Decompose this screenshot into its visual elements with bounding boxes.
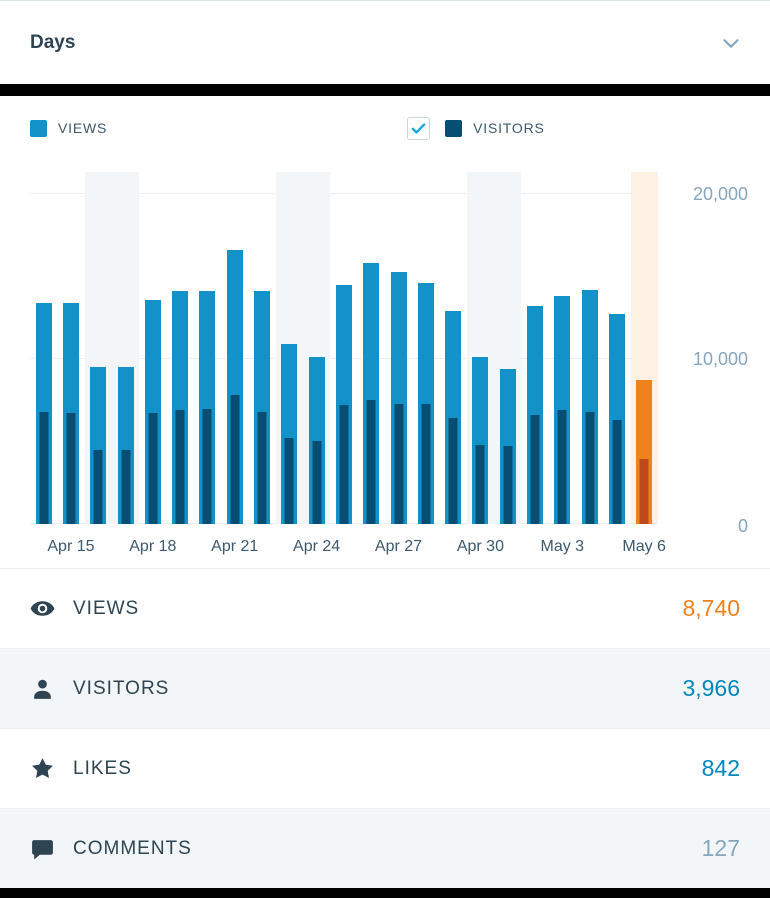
views-legend-label: VIEWS xyxy=(58,120,108,136)
visitors-bar xyxy=(503,446,513,524)
visitors-bar xyxy=(366,400,376,524)
chart-legend: VIEWS VISITORS xyxy=(0,96,770,160)
legend-views: VIEWS xyxy=(30,119,108,137)
visitors-bar xyxy=(585,412,595,524)
visitors-bar xyxy=(639,459,649,524)
visitors-bar xyxy=(66,413,76,524)
visitors-checkbox[interactable] xyxy=(407,116,431,140)
visitors-bar xyxy=(202,409,212,524)
chart-bar-apr-22[interactable] xyxy=(248,172,275,524)
visitors-bar xyxy=(230,395,240,524)
legend-visitors[interactable]: VISITORS xyxy=(407,116,545,140)
chart-bar-apr-26[interactable] xyxy=(358,172,385,524)
chart-bar-apr-16[interactable] xyxy=(84,172,112,524)
bottom-divider-bar xyxy=(0,888,770,898)
chart-bar-may-5[interactable] xyxy=(603,172,630,524)
x-axis-label: Apr 15 xyxy=(47,538,95,555)
chevron-down-icon[interactable] xyxy=(718,30,744,56)
x-axis-label: Apr 21 xyxy=(211,538,259,555)
chart-bar-apr-14[interactable] xyxy=(30,172,57,524)
y-axis-label: 10,000 xyxy=(692,349,748,369)
stat-value: 8,740 xyxy=(682,595,740,621)
chart-bar-apr-25[interactable] xyxy=(330,172,357,524)
chart-bar-may-1[interactable] xyxy=(494,172,522,524)
chart-bar-apr-29[interactable] xyxy=(439,172,466,524)
chart-card: VIEWS VISITORS Apr 15 Apr 18 Apr 21 Apr 24 A… xyxy=(0,96,770,568)
x-axis-label: Apr 24 xyxy=(293,538,341,555)
chart-bar-may-2[interactable] xyxy=(521,172,548,524)
stat-label: COMMENTS xyxy=(73,837,192,859)
visitors-bar xyxy=(557,410,567,524)
stat-value: 127 xyxy=(701,835,740,861)
views-swatch-icon xyxy=(30,119,47,137)
chart-bar-apr-15[interactable]: Apr 15 xyxy=(47,172,95,555)
chart-bar-may-6[interactable]: May 6 xyxy=(622,172,666,555)
stat-list: VIEWS 8,740 VISITORS 3,966 LIKES 842 xyxy=(0,568,770,888)
period-selector[interactable]: Days xyxy=(0,0,770,84)
visitors-bar xyxy=(284,438,294,524)
visitors-bar xyxy=(257,412,267,524)
chart-bar-apr-17[interactable] xyxy=(111,172,140,524)
x-axis-label: May 3 xyxy=(540,538,585,555)
eye-icon xyxy=(30,596,55,621)
top-divider-bar xyxy=(0,84,770,96)
visitors-bar xyxy=(93,450,103,524)
stat-value: 842 xyxy=(701,755,740,781)
visitors-legend-label: VISITORS xyxy=(473,120,545,136)
visitors-bar xyxy=(421,404,431,524)
chart-bar-may-3[interactable]: May 3 xyxy=(540,172,584,555)
chart-bar-apr-19[interactable] xyxy=(166,172,193,524)
chart-bar-apr-28[interactable] xyxy=(412,172,439,524)
x-axis-label: Apr 27 xyxy=(374,538,423,555)
chart-bar-apr-27[interactable]: Apr 27 xyxy=(375,172,422,555)
stat-row-visitors[interactable]: VISITORS 3,966 xyxy=(0,648,770,728)
stat-label: LIKES xyxy=(73,757,132,779)
visitors-bar xyxy=(530,415,540,524)
x-axis-label: Apr 18 xyxy=(129,538,177,555)
chart-bar-apr-30[interactable]: Apr 30 xyxy=(457,172,504,555)
stat-label: VISITORS xyxy=(73,677,170,699)
chart-area: Apr 15 Apr 18 Apr 21 Apr 24 Apr 27 Apr 30 May … xyxy=(0,172,770,555)
stat-label: VIEWS xyxy=(73,597,140,619)
visitors-bar xyxy=(612,420,622,524)
comment-icon xyxy=(30,836,55,861)
person-icon xyxy=(30,676,55,701)
visitors-bar xyxy=(448,418,458,524)
visitors-bar xyxy=(39,412,49,524)
y-axis-label: 20,000 xyxy=(692,184,748,204)
x-axis-label: May 6 xyxy=(622,538,666,555)
stat-row-likes[interactable]: LIKES 842 xyxy=(0,728,770,808)
gridline-20000 xyxy=(30,193,658,194)
star-icon xyxy=(30,756,55,781)
visitors-bar xyxy=(394,404,403,524)
stat-row-views[interactable]: VIEWS 8,740 xyxy=(0,568,770,648)
visitors-bar xyxy=(148,413,158,524)
visitors-bar xyxy=(121,450,131,524)
stat-row-comments[interactable]: COMMENTS 127 xyxy=(0,808,770,888)
chart-bar-apr-20[interactable] xyxy=(194,172,221,524)
chart-bar-apr-24[interactable]: Apr 24 xyxy=(293,172,340,555)
visitors-bar xyxy=(339,405,349,524)
chart-bar-may-4[interactable] xyxy=(576,172,603,524)
y-axis-label: 0 xyxy=(737,516,748,536)
visitors-swatch-icon xyxy=(445,119,463,137)
chart-plot: Apr 15 Apr 18 Apr 21 Apr 24 Apr 27 Apr 30 May … xyxy=(30,172,666,555)
chart-bar-apr-21[interactable]: Apr 21 xyxy=(211,172,258,555)
chart-bar-apr-18[interactable]: Apr 18 xyxy=(129,172,176,555)
period-title: Days xyxy=(30,31,76,53)
visitors-bar xyxy=(475,445,485,524)
chart-bar-apr-23[interactable] xyxy=(275,172,303,524)
stat-value: 3,966 xyxy=(682,675,740,701)
visitors-bar xyxy=(312,441,322,524)
visitors-bar xyxy=(175,410,185,524)
x-axis-label: Apr 30 xyxy=(456,538,504,555)
